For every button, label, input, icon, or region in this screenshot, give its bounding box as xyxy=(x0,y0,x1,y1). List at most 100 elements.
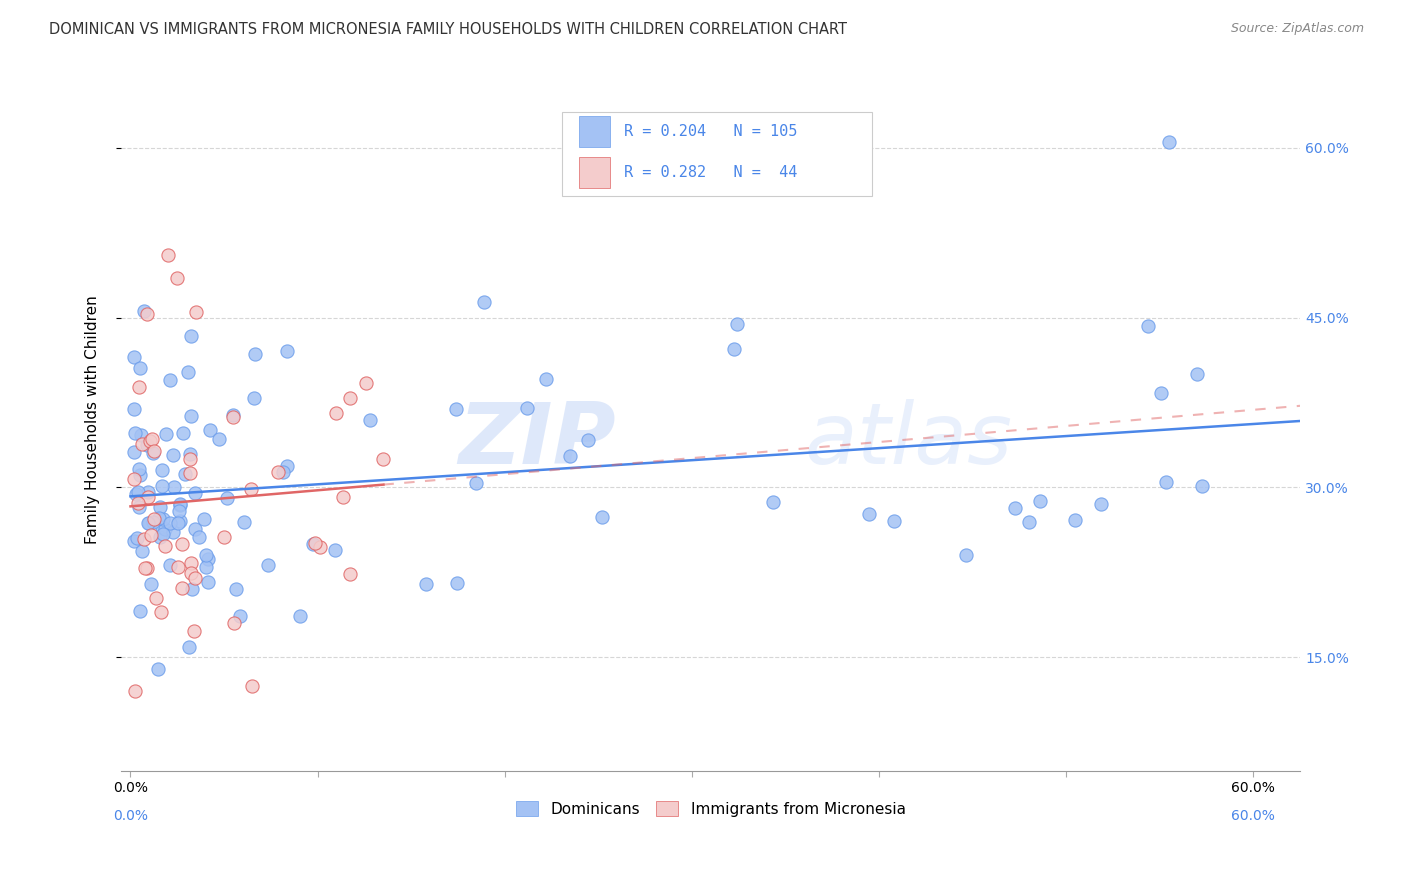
Point xyxy=(143,444,166,458)
Point xyxy=(136,484,159,499)
Point xyxy=(276,459,298,474)
Legend: Dominicans, Immigrants from Micronesia: Dominicans, Immigrants from Micronesia xyxy=(509,795,912,822)
Point xyxy=(150,605,173,619)
Point xyxy=(129,360,152,375)
Point xyxy=(122,534,145,549)
Point xyxy=(166,271,188,285)
Point xyxy=(153,539,176,553)
Point xyxy=(128,500,150,515)
Point xyxy=(134,304,156,318)
Point xyxy=(558,449,581,463)
Point xyxy=(1185,367,1208,381)
Point xyxy=(159,558,181,573)
Point xyxy=(332,490,354,504)
Point xyxy=(146,662,169,676)
Point xyxy=(155,522,177,536)
Point xyxy=(179,452,201,467)
Point xyxy=(955,548,977,562)
Point xyxy=(128,604,150,618)
Point xyxy=(762,494,785,508)
Point xyxy=(138,490,160,504)
Point xyxy=(197,574,219,589)
Point xyxy=(267,465,290,479)
Point xyxy=(179,466,201,480)
Point xyxy=(194,548,217,562)
Point xyxy=(184,571,207,585)
Point xyxy=(124,684,146,698)
Point xyxy=(155,426,177,441)
Point xyxy=(1090,497,1112,511)
Point xyxy=(1191,479,1213,493)
Point xyxy=(150,520,173,534)
Point xyxy=(723,342,745,356)
Point xyxy=(359,413,381,427)
Text: 0.0%: 0.0% xyxy=(112,809,148,823)
Point xyxy=(1137,319,1160,334)
Point xyxy=(131,544,153,558)
Point xyxy=(883,514,905,528)
Point xyxy=(212,530,235,544)
Point xyxy=(141,528,163,542)
Text: ZIP: ZIP xyxy=(458,399,616,482)
Point xyxy=(156,248,179,262)
Point xyxy=(193,512,215,526)
Point xyxy=(169,496,191,510)
Point xyxy=(145,591,167,606)
Point xyxy=(180,328,202,343)
Point xyxy=(149,500,172,514)
Point xyxy=(309,540,332,554)
Point xyxy=(208,432,231,446)
Point xyxy=(150,463,173,477)
Point xyxy=(148,510,170,524)
Point xyxy=(1159,135,1181,149)
Point xyxy=(858,507,880,521)
Point xyxy=(129,468,152,483)
Point xyxy=(373,451,395,466)
Point xyxy=(725,318,748,332)
Point xyxy=(152,512,174,526)
Point xyxy=(446,401,468,416)
Point xyxy=(142,446,165,460)
Point xyxy=(122,350,145,364)
Text: 60.0%: 60.0% xyxy=(1232,809,1275,823)
Point xyxy=(128,380,150,394)
Point xyxy=(122,472,145,486)
Point xyxy=(131,436,153,450)
Point xyxy=(141,433,163,447)
Point xyxy=(170,581,193,595)
Point xyxy=(1063,513,1085,527)
Point xyxy=(1004,500,1026,515)
Point xyxy=(325,406,347,420)
Point xyxy=(1029,494,1052,508)
Point xyxy=(152,479,174,493)
Point xyxy=(465,475,488,490)
Point xyxy=(163,480,186,494)
Point xyxy=(135,307,157,321)
Point xyxy=(180,566,202,580)
Point xyxy=(183,624,205,638)
Point xyxy=(162,525,184,540)
Point xyxy=(128,462,150,476)
Point xyxy=(122,401,145,416)
Point xyxy=(152,526,174,541)
Point xyxy=(339,391,361,405)
Point xyxy=(139,577,162,591)
Point xyxy=(356,376,378,391)
Point xyxy=(243,347,266,361)
Point xyxy=(142,515,165,529)
Point xyxy=(166,516,188,530)
Point xyxy=(167,559,190,574)
Point xyxy=(177,365,200,379)
Point xyxy=(415,577,437,591)
Point xyxy=(194,560,217,574)
Text: Source: ZipAtlas.com: Source: ZipAtlas.com xyxy=(1230,22,1364,36)
Point xyxy=(125,531,148,545)
Point xyxy=(169,499,191,513)
Text: atlas: atlas xyxy=(804,399,1012,482)
Point xyxy=(288,608,311,623)
Point xyxy=(446,576,468,591)
Point xyxy=(124,426,146,441)
Point xyxy=(172,426,194,441)
Point xyxy=(1154,475,1177,489)
Point xyxy=(276,343,298,358)
